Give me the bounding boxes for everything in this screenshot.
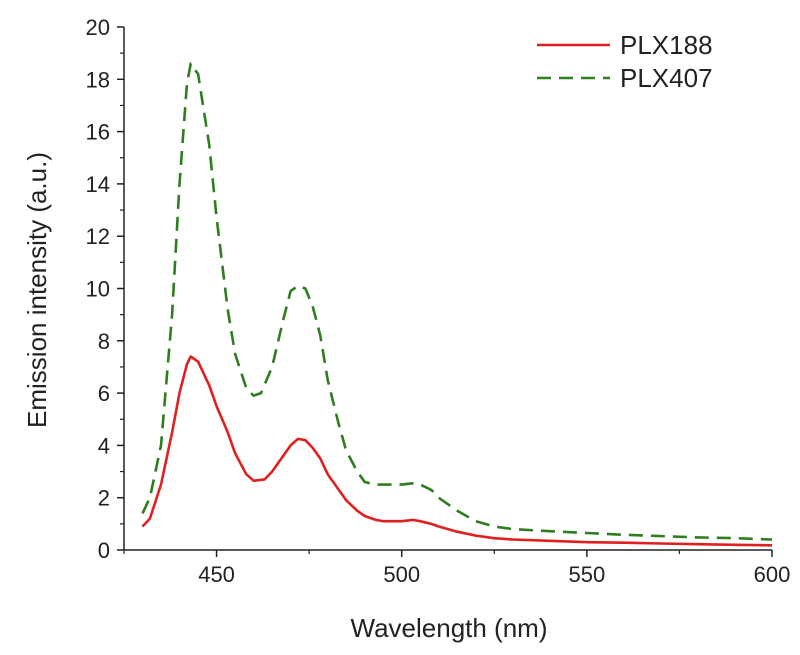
y-tick-label: 2 bbox=[98, 486, 110, 511]
y-tick-label: 6 bbox=[98, 381, 110, 406]
y-tick-label: 4 bbox=[98, 433, 110, 458]
series-line-plx407 bbox=[141, 62, 773, 541]
y-axis-title: Emission intensity (a.u.) bbox=[22, 152, 52, 428]
x-axis-title: Wavelength (nm) bbox=[351, 613, 548, 643]
axes bbox=[123, 27, 772, 551]
y-tick-label: 12 bbox=[86, 224, 110, 249]
x-tick-label: 600 bbox=[754, 562, 791, 587]
y-tick-label: 10 bbox=[86, 277, 110, 302]
ticks: 450 500 550 600 0 2 4 6 8 10 12 14 16 18 20 bbox=[86, 15, 791, 587]
y-tick-label: 18 bbox=[86, 67, 110, 92]
y-tick-label: 14 bbox=[86, 172, 110, 197]
legend-label-plx188: PLX188 bbox=[620, 30, 713, 60]
y-tick-label: 8 bbox=[98, 329, 110, 354]
x-tick-label: 500 bbox=[383, 562, 420, 587]
series-lines bbox=[141, 62, 773, 547]
legend-label-plx407: PLX407 bbox=[620, 63, 713, 93]
y-tick-label: 0 bbox=[98, 538, 110, 563]
y-tick-label: 20 bbox=[86, 15, 110, 40]
x-tick-label: 450 bbox=[198, 562, 235, 587]
legend: PLX188 PLX407 bbox=[537, 30, 713, 93]
series-line-plx188 bbox=[141, 355, 773, 547]
x-tick-label: 550 bbox=[568, 562, 605, 587]
y-tick-label: 16 bbox=[86, 120, 110, 145]
